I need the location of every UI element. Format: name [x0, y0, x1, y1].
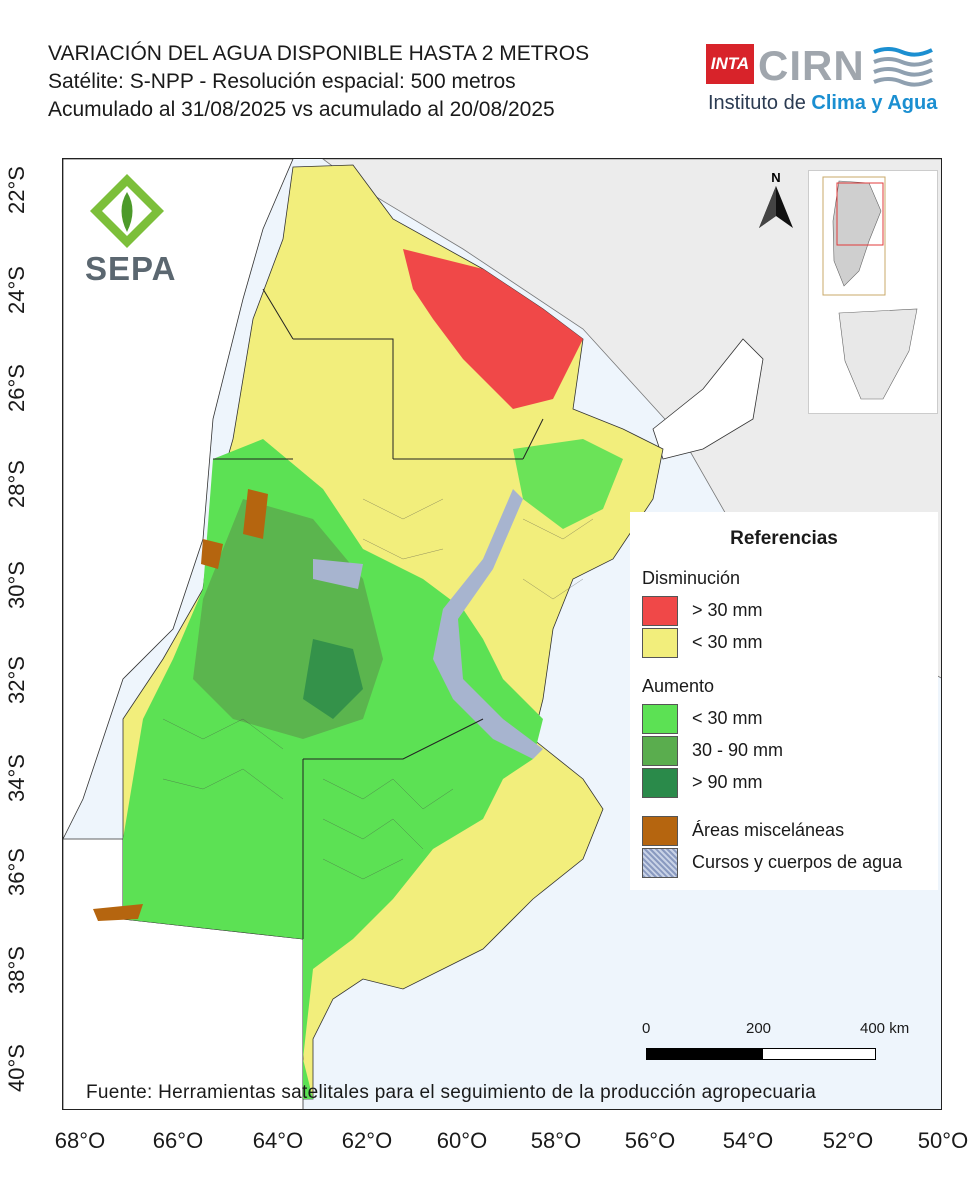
- scale-bar-white: [762, 1048, 876, 1060]
- lat-tick: 34°S: [4, 754, 29, 802]
- lon-tick: 66°O: [152, 1128, 204, 1153]
- lon-tick: 54°O: [722, 1128, 774, 1153]
- lon-tick: 64°O: [252, 1128, 304, 1153]
- lat-tick: 38°S: [4, 946, 29, 994]
- legend-group-decrease: Disminución: [642, 568, 741, 588]
- legend-label: 30 - 90 mm: [692, 740, 784, 760]
- legend-label: < 30 mm: [692, 708, 763, 728]
- legend-swatch: [642, 736, 678, 766]
- sepa-leaf-icon: [90, 174, 164, 248]
- legend-swatch: [642, 848, 678, 878]
- lat-tick: 32°S: [4, 656, 29, 704]
- scale-bar-black: [646, 1048, 762, 1060]
- legend-label: Áreas misceláneas: [692, 820, 845, 840]
- lat-tick: 28°S: [4, 460, 29, 508]
- lat-tick: 22°S: [4, 166, 29, 214]
- lat-tick: 26°S: [4, 364, 29, 412]
- north-arrow-icon: N: [759, 170, 793, 228]
- inset-canvas: [822, 176, 918, 400]
- water-body: [313, 559, 363, 589]
- region-misc-2: [201, 539, 223, 569]
- region-red: [403, 249, 583, 409]
- legend-swatch: [642, 768, 678, 798]
- legend-label: > 30 mm: [692, 600, 763, 620]
- legend-swatch: [642, 628, 678, 658]
- cirn-subtitle-prefix: Instituto de: [708, 92, 812, 114]
- legend-label: Cursos y cuerpos de agua: [692, 852, 903, 872]
- lon-tick: 68°O: [54, 1128, 106, 1153]
- north-label: N: [771, 170, 780, 185]
- region-green-ne: [513, 439, 623, 529]
- lat-tick: 40°S: [4, 1044, 29, 1092]
- legend-group-increase: Aumento: [642, 676, 715, 696]
- province-boundaries: [213, 288, 544, 939]
- source-note: Fuente: Herramientas satelitales para el…: [86, 1082, 817, 1103]
- cirn-waves-icon: [873, 47, 933, 87]
- lat-tick: 24°S: [4, 266, 29, 314]
- region-dark-green: [303, 639, 363, 719]
- legend-swatch: [642, 596, 678, 626]
- lat-tick: 36°S: [4, 848, 29, 896]
- scale-label-400: 400 km: [860, 1020, 910, 1037]
- scale-label-0: 0: [642, 1020, 651, 1037]
- river-parana: [433, 489, 543, 759]
- legend: Referencias Disminución Aumento > 30 mm <…: [630, 512, 938, 890]
- cirn-logo: CIRN: [758, 42, 865, 89]
- title-line-3: Acumulado al 31/08/2025 vs acumulado al …: [48, 98, 555, 121]
- legend-title: Referencias: [730, 528, 838, 549]
- inset-map: [808, 170, 938, 414]
- lon-tick: 50°O: [917, 1128, 969, 1153]
- lat-tick: 30°S: [4, 561, 29, 609]
- legend-label: < 30 mm: [692, 632, 763, 652]
- legend-swatch: [642, 816, 678, 846]
- lon-tick: 58°O: [530, 1128, 582, 1153]
- title-line-1: VARIACIÓN DEL AGUA DISPONIBLE HASTA 2 ME…: [48, 42, 590, 65]
- cirn-subtitle: Instituto de Clima y Agua: [708, 92, 937, 115]
- region-misc-1: [243, 489, 268, 539]
- sepa-logo: SEPA: [85, 250, 177, 287]
- region-misc-3: [93, 904, 143, 921]
- legend-label: > 90 mm: [692, 772, 763, 792]
- map-title: VARIACIÓN DEL AGUA DISPONIBLE HASTA 2 ME…: [48, 40, 589, 124]
- department-boundaries: [162, 498, 594, 880]
- misiones-outline: [652, 338, 764, 460]
- lon-tick: 62°O: [341, 1128, 393, 1153]
- legend-swatch: [642, 704, 678, 734]
- cirn-subtitle-accent: Clima y Agua: [811, 92, 938, 114]
- lon-tick: 56°O: [624, 1128, 676, 1153]
- title-line-2: Satélite: S-NPP - Resolución espacial: 5…: [48, 70, 516, 93]
- inta-logo: INTA: [706, 44, 754, 84]
- lon-tick: 52°O: [822, 1128, 874, 1153]
- lon-tick: 60°O: [436, 1128, 488, 1153]
- scale-label-200: 200: [746, 1020, 772, 1037]
